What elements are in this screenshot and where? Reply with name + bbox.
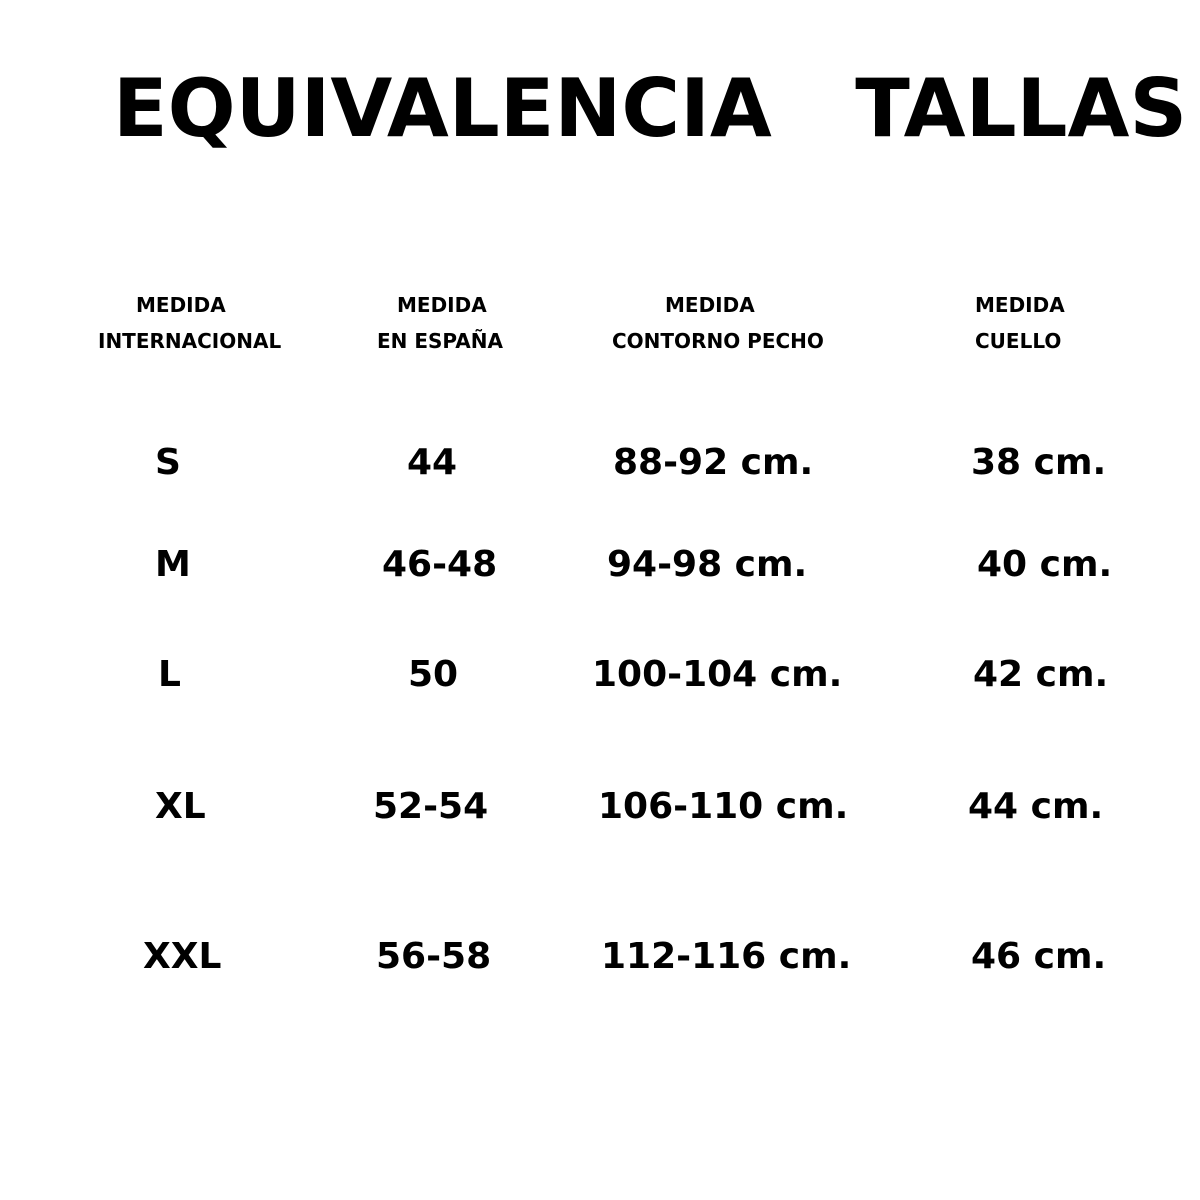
cell-international: S — [155, 442, 181, 483]
cell-international: M — [155, 544, 191, 585]
cell-neck: 38 cm. — [971, 442, 1107, 483]
cell-neck: 46 cm. — [971, 936, 1107, 977]
cell-spain: 46-48 — [382, 544, 498, 585]
header-spain-line2: EN ESPAÑA — [377, 329, 503, 353]
cell-chest: 106-110 cm. — [598, 786, 849, 827]
cell-international: L — [158, 654, 181, 695]
header-neck-line1: MEDIDA — [975, 293, 1065, 317]
header-spain-line1: MEDIDA — [397, 293, 487, 317]
cell-chest: 100-104 cm. — [592, 654, 843, 695]
header-international-line1: MEDIDA — [136, 293, 226, 317]
header-chest-line1: MEDIDA — [665, 293, 755, 317]
cell-spain: 50 — [408, 654, 459, 695]
header-chest-line2: CONTORNO PECHO — [612, 329, 824, 353]
cell-spain: 52-54 — [373, 786, 489, 827]
cell-neck: 42 cm. — [973, 654, 1109, 695]
cell-chest: 88-92 cm. — [613, 442, 814, 483]
header-international-line2: INTERNACIONAL — [98, 329, 282, 353]
cell-neck: 44 cm. — [968, 786, 1104, 827]
cell-international: XXL — [143, 936, 222, 977]
header-neck-line2: CUELLO — [975, 329, 1062, 353]
cell-spain: 44 — [407, 442, 458, 483]
cell-spain: 56-58 — [376, 936, 492, 977]
cell-international: XL — [155, 786, 206, 827]
cell-neck: 40 cm. — [977, 544, 1113, 585]
cell-chest: 112-116 cm. — [601, 936, 852, 977]
page-title: EQUIVALENCIA TALLAS — [113, 62, 1188, 155]
cell-chest: 94-98 cm. — [607, 544, 808, 585]
